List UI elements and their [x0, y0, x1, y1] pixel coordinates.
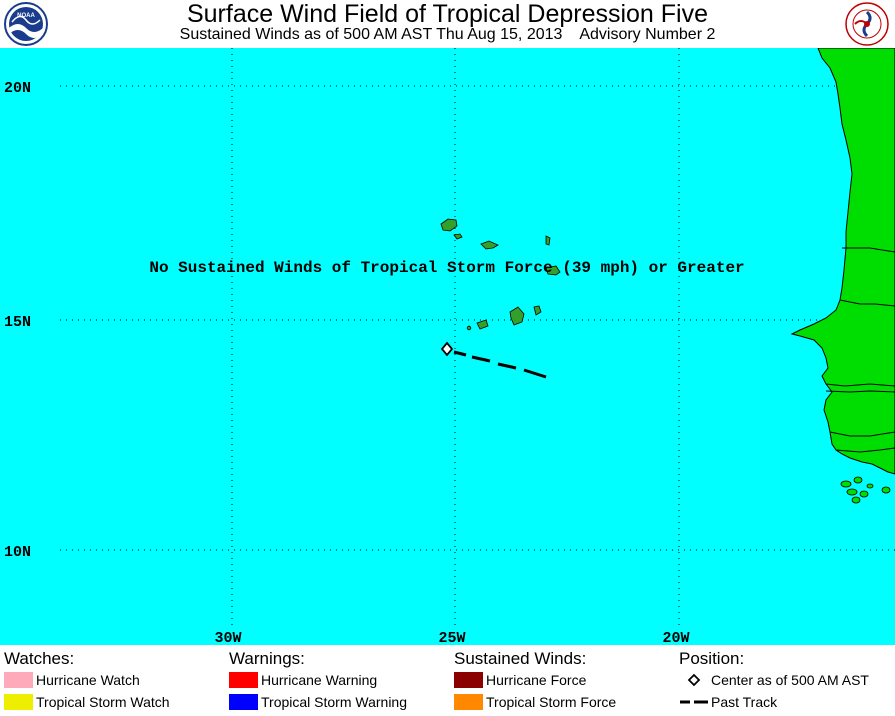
- dashed-line-icon: [680, 700, 708, 704]
- wind-field-map: No Sustained Winds of Tropical Storm For…: [0, 48, 895, 645]
- lon-label-25w: 25W: [438, 630, 465, 645]
- hurricane-force-swatch: [454, 672, 483, 688]
- storm-center-marker: [440, 341, 454, 357]
- hurricane-watch-swatch: [4, 672, 33, 688]
- past-track: [453, 350, 547, 379]
- legend-label: Hurricane Warning: [261, 672, 378, 688]
- tropical-storm-warning-swatch: [229, 694, 258, 710]
- legend-label: Tropical Storm Watch: [36, 694, 170, 710]
- nws-logo: [845, 2, 889, 46]
- tropical-storm-force-swatch: [454, 694, 483, 710]
- legend-label: Center as of 500 AM AST: [711, 672, 869, 688]
- noaa-logo-text: NOAA: [17, 13, 35, 19]
- legend-winds-heading: Sustained Winds:: [454, 649, 587, 668]
- graticule: [60, 48, 895, 628]
- hurricane-warning-swatch: [229, 672, 258, 688]
- legend: Watches: Hurricane Watch Tropical Storm …: [0, 645, 895, 716]
- tropical-storm-watch-swatch: [4, 694, 33, 710]
- lat-label-10n: 10N: [4, 544, 31, 561]
- cape-verde-islands: [440, 218, 561, 331]
- legend-label: Past Track: [711, 694, 778, 710]
- legend-position-heading: Position:: [679, 649, 745, 668]
- legend-label: Tropical Storm Force: [486, 694, 617, 710]
- lat-label-20n: 20N: [4, 80, 31, 97]
- legend-label: Tropical Storm Warning: [261, 694, 408, 710]
- legend-warnings-heading: Warnings:: [229, 649, 305, 668]
- lon-label-30w: 30W: [214, 630, 241, 645]
- africa-landmass: [790, 48, 895, 475]
- map-subtitle: Sustained Winds as of 500 AM AST Thu Aug…: [179, 26, 716, 43]
- lat-label-15n: 15N: [4, 314, 31, 331]
- no-winds-message: No Sustained Winds of Tropical Storm For…: [149, 259, 744, 277]
- header: NOAA Surface Wind Field of Tropical Depr…: [0, 0, 895, 48]
- lon-label-20w: 20W: [662, 630, 689, 645]
- map-title: Surface Wind Field of Tropical Depressio…: [186, 0, 709, 28]
- diamond-icon: [687, 673, 701, 687]
- legend-label: Hurricane Watch: [36, 672, 140, 688]
- legend-watches-heading: Watches:: [4, 649, 75, 668]
- bissagos-islands: [840, 476, 891, 504]
- legend-label: Hurricane Force: [486, 672, 587, 688]
- country-borders: [825, 247, 895, 453]
- noaa-logo: NOAA: [4, 2, 48, 46]
